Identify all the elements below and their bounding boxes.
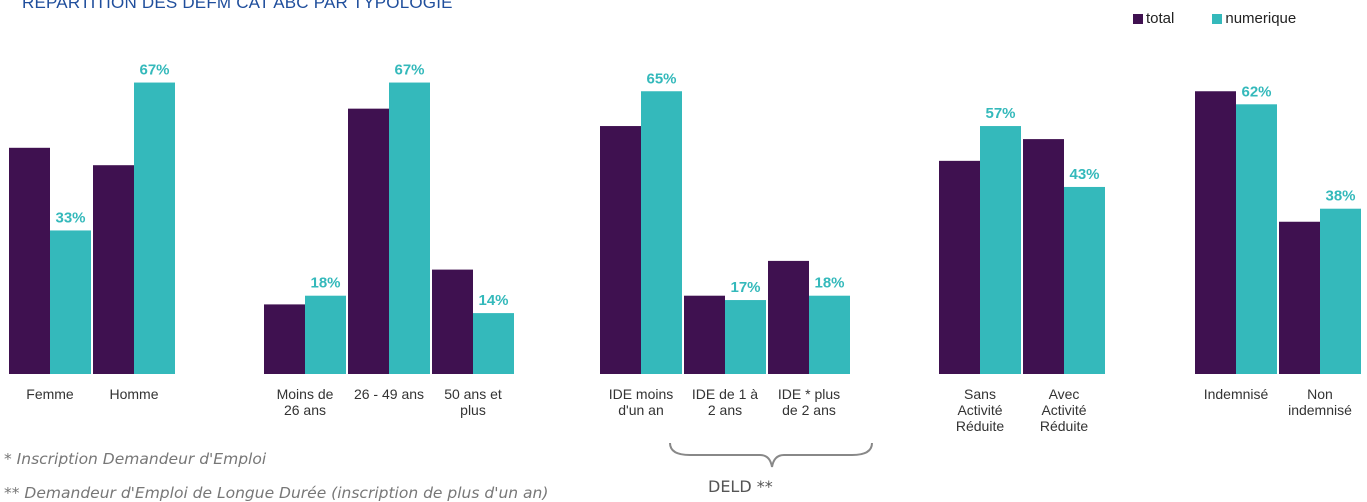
category-label-line: 26 ans bbox=[284, 402, 326, 418]
data-label-age-0: 18% bbox=[310, 275, 340, 292]
bar-numerique-anciennete-0 bbox=[641, 91, 682, 374]
deld-brace bbox=[669, 442, 873, 468]
bar-numerique-age-2 bbox=[473, 313, 514, 374]
chart-legend: total numerique bbox=[1133, 10, 1334, 27]
category-label-line: IDE moins bbox=[609, 386, 674, 402]
data-label-activite-0: 57% bbox=[985, 105, 1015, 122]
bar-total-sexe-1 bbox=[93, 165, 134, 374]
bar-total-activite-0 bbox=[939, 160, 980, 374]
bar-total-anciennete-2 bbox=[768, 260, 809, 374]
category-label-sexe-0: Femme bbox=[26, 386, 74, 402]
data-label-anciennete-1: 17% bbox=[730, 279, 760, 296]
category-label-activite-0: Sans Activité Réduite bbox=[956, 386, 1004, 434]
category-label-age-2: 50 ans et plus bbox=[444, 386, 502, 418]
bar-numerique-indemnisation-1 bbox=[1320, 208, 1361, 374]
category-label-line: Homme bbox=[109, 386, 158, 402]
category-label-line: Sans bbox=[964, 386, 996, 402]
bar-numerique-sexe-0 bbox=[50, 230, 91, 374]
bar-total-age-1 bbox=[348, 108, 389, 375]
data-label-sexe-1: 67% bbox=[139, 62, 169, 79]
chart-title: REPARTITION DES DEFM CAT ABC PAR TYPOLOG… bbox=[22, 0, 453, 12]
bar-total-age-0 bbox=[264, 304, 305, 374]
bar-total-age-2 bbox=[432, 269, 473, 374]
data-label-indemnisation-1: 38% bbox=[1325, 188, 1355, 205]
data-label-indemnisation-0: 62% bbox=[1241, 83, 1271, 100]
footnote-deld: ** Demandeur d'Emploi de Longue Durée (i… bbox=[4, 484, 549, 502]
data-label-age-2: 14% bbox=[478, 292, 508, 309]
category-label-line: Femme bbox=[26, 386, 74, 402]
category-label-line: plus bbox=[460, 402, 486, 418]
category-label-line: Activité bbox=[1041, 402, 1086, 418]
legend-item-numerique: numerique bbox=[1212, 10, 1296, 27]
category-label-indemnisation-0: Indemnisé bbox=[1204, 386, 1269, 402]
category-label-line: indemnisé bbox=[1288, 402, 1352, 418]
bar-numerique-age-1 bbox=[389, 82, 430, 375]
category-label-anciennete-2: IDE * plus de 2 ans bbox=[778, 386, 840, 418]
legend-swatch-numerique bbox=[1212, 13, 1223, 24]
category-label-line: d'un an bbox=[618, 402, 664, 418]
deld-label: DELD ** bbox=[708, 477, 773, 496]
bar-total-anciennete-0 bbox=[600, 126, 641, 374]
bar-numerique-anciennete-2 bbox=[809, 295, 850, 374]
bar-numerique-activite-1 bbox=[1064, 186, 1105, 374]
category-label-line: 2 ans bbox=[708, 402, 742, 418]
data-label-anciennete-2: 18% bbox=[814, 275, 844, 292]
bar-total-indemnisation-1 bbox=[1279, 221, 1320, 374]
bar-total-sexe-0 bbox=[9, 147, 50, 374]
category-label-line: de 2 ans bbox=[782, 402, 836, 418]
category-label-line: Non bbox=[1307, 386, 1333, 402]
category-label-indemnisation-1: Non indemnisé bbox=[1288, 386, 1352, 418]
category-label-line: Avec bbox=[1049, 386, 1080, 402]
data-label-activite-1: 43% bbox=[1069, 166, 1099, 183]
footnote-ide: * Inscription Demandeur d'Emploi bbox=[4, 450, 267, 468]
bar-numerique-sexe-1 bbox=[134, 82, 175, 375]
bar-numerique-age-0 bbox=[305, 295, 346, 374]
category-label-line: Activité bbox=[957, 402, 1002, 418]
category-label-line: 26 - 49 ans bbox=[354, 386, 424, 402]
legend-swatch-total bbox=[1133, 13, 1143, 24]
bar-numerique-anciennete-1 bbox=[725, 300, 766, 374]
category-label-line: Réduite bbox=[1040, 418, 1088, 434]
bar-total-indemnisation-0 bbox=[1195, 91, 1236, 374]
category-label-age-1: 26 - 49 ans bbox=[354, 386, 424, 402]
category-label-anciennete-0: IDE moins d'un an bbox=[609, 386, 674, 418]
legend-label-total: total bbox=[1146, 10, 1175, 27]
category-label-sexe-1: Homme bbox=[109, 386, 158, 402]
category-label-line: IDE * plus bbox=[778, 386, 840, 402]
legend-label-numerique: numerique bbox=[1225, 10, 1297, 27]
bar-total-activite-1 bbox=[1023, 139, 1064, 374]
bar-numerique-indemnisation-0 bbox=[1236, 104, 1277, 375]
category-label-line: 50 ans et bbox=[444, 386, 502, 402]
data-label-sexe-0: 33% bbox=[55, 209, 85, 226]
data-label-age-1: 67% bbox=[394, 62, 424, 79]
category-label-line: IDE de 1 à bbox=[692, 386, 758, 402]
data-label-anciennete-0: 65% bbox=[646, 70, 676, 87]
legend-item-total: total bbox=[1133, 10, 1174, 27]
bar-total-anciennete-1 bbox=[684, 295, 725, 374]
category-label-activite-1: Avec Activité Réduite bbox=[1040, 386, 1088, 434]
category-label-line: Moins de bbox=[277, 386, 334, 402]
category-label-line: Indemnisé bbox=[1204, 386, 1269, 402]
category-label-line: Réduite bbox=[956, 418, 1004, 434]
bar-numerique-activite-0 bbox=[980, 126, 1021, 374]
category-label-age-0: Moins de 26 ans bbox=[277, 386, 334, 418]
